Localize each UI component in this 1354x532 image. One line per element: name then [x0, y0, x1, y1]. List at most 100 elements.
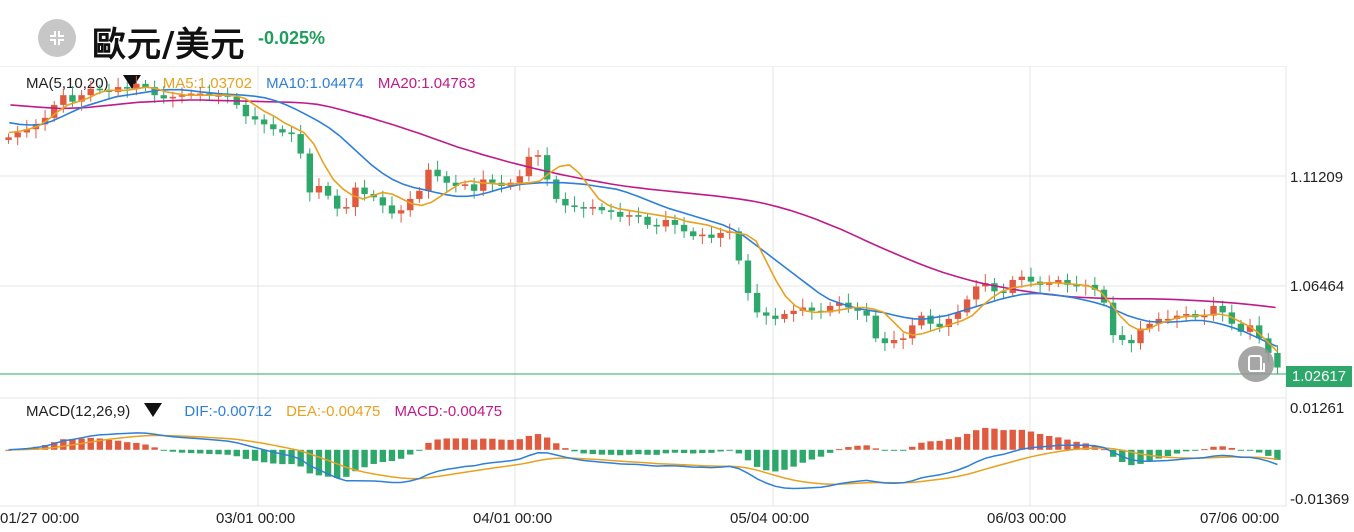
macd-bar [982, 427, 989, 450]
macd-bar [443, 438, 450, 450]
macd-bar [507, 439, 514, 450]
candle [690, 231, 697, 237]
macd-bar [279, 449, 286, 465]
macd-bar [461, 438, 469, 450]
candle [790, 310, 797, 315]
macd-bar [1100, 449, 1108, 451]
ma-legend: MA(5,10,20) MA5:1.03702 MA10:1.04474 MA2… [26, 75, 485, 92]
candle [407, 198, 414, 211]
candle [598, 207, 606, 211]
macd-bar [1182, 449, 1190, 452]
candle [1237, 323, 1245, 332]
macd-bar [1046, 435, 1053, 450]
candle [562, 198, 569, 206]
macd-y-tick-top: 0.01261 [1290, 400, 1345, 417]
candle [1064, 279, 1071, 285]
macd-bar [1201, 449, 1208, 451]
candle [297, 134, 304, 154]
macd-bar [1173, 449, 1181, 454]
macd-bar [945, 439, 953, 450]
candle [872, 315, 879, 339]
macd-indicator-label[interactable]: MACD(12,26,9) [26, 403, 131, 420]
macd-bar [206, 449, 213, 454]
candle [607, 210, 615, 212]
macd-bar [726, 449, 733, 451]
macd-bar [1246, 449, 1254, 451]
candle [626, 215, 633, 217]
macd-bar [854, 445, 861, 450]
dea-label: DEA:-0.00475 [286, 403, 381, 420]
candle [1000, 291, 1007, 293]
macd-bar [215, 449, 222, 455]
macd-bar [927, 441, 934, 450]
candle [324, 185, 332, 196]
header: 歐元/美元 -0.025% [0, 0, 1354, 66]
candle [899, 338, 907, 340]
macd-bar [991, 428, 998, 450]
macd-bar [1228, 447, 1235, 450]
macd-bar [763, 449, 770, 471]
candle [1027, 276, 1035, 282]
caret-down-icon[interactable] [144, 403, 163, 417]
candle [306, 153, 314, 193]
macd-bar [717, 449, 724, 452]
candle [753, 292, 761, 313]
ma20-line [10, 99, 1276, 309]
macd-bar [817, 449, 825, 457]
macd-y-tick-bottom: -0.01369 [1290, 491, 1350, 508]
macd-bar [315, 449, 323, 476]
macd-bar [297, 449, 304, 467]
candle [169, 96, 177, 99]
macd-bar [607, 449, 615, 455]
macd-bar [735, 449, 743, 454]
macd-bar [1265, 449, 1272, 456]
candle [416, 190, 423, 199]
macd-bar [51, 442, 58, 450]
macd-bar [388, 449, 396, 462]
macd-bar [1109, 449, 1117, 457]
candle [553, 179, 560, 199]
candle [361, 187, 368, 195]
macd-bar [352, 449, 359, 472]
dif-label: DIF:-0.00712 [184, 403, 272, 420]
macd-bar [434, 439, 441, 450]
ma10-label: MA10:1.04474 [266, 75, 364, 92]
candle [489, 179, 496, 183]
x-tick-3: 04/01 00:00 [473, 510, 553, 527]
macd-bar [808, 449, 816, 460]
macd-bar [1082, 443, 1089, 450]
candle [945, 318, 953, 327]
candle [635, 215, 642, 217]
candlestick-chart[interactable] [0, 66, 1354, 532]
candle [763, 312, 770, 316]
candle [918, 315, 925, 326]
candle [543, 155, 551, 180]
candle [1246, 325, 1254, 332]
dif-line [8, 432, 1278, 490]
macd-bar [553, 443, 560, 450]
macd-bar [5, 449, 12, 451]
ma10-line [9, 88, 1278, 348]
candle [1073, 284, 1080, 287]
ma-indicator-label[interactable]: MA(5,10,20) [26, 75, 109, 92]
candle [927, 315, 934, 324]
macd-bar [690, 449, 697, 454]
candle [890, 339, 898, 344]
menu-grid-icon[interactable] [38, 19, 76, 57]
candle [1274, 352, 1281, 368]
macd-bar [379, 449, 387, 463]
macd-bar [1164, 449, 1172, 457]
candle [644, 216, 651, 225]
candle [1109, 302, 1117, 336]
macd-bar [306, 449, 314, 474]
macd-bar [671, 449, 679, 453]
macd-bar [626, 449, 633, 455]
candle [580, 207, 587, 209]
macd-bar [124, 442, 131, 450]
floating-action-button[interactable] [1238, 346, 1274, 382]
candle [260, 119, 268, 125]
x-tick-2: 03/01 00:00 [216, 510, 296, 527]
candle [206, 93, 213, 96]
macd-bar [680, 449, 688, 453]
macd-bar [1137, 449, 1144, 464]
